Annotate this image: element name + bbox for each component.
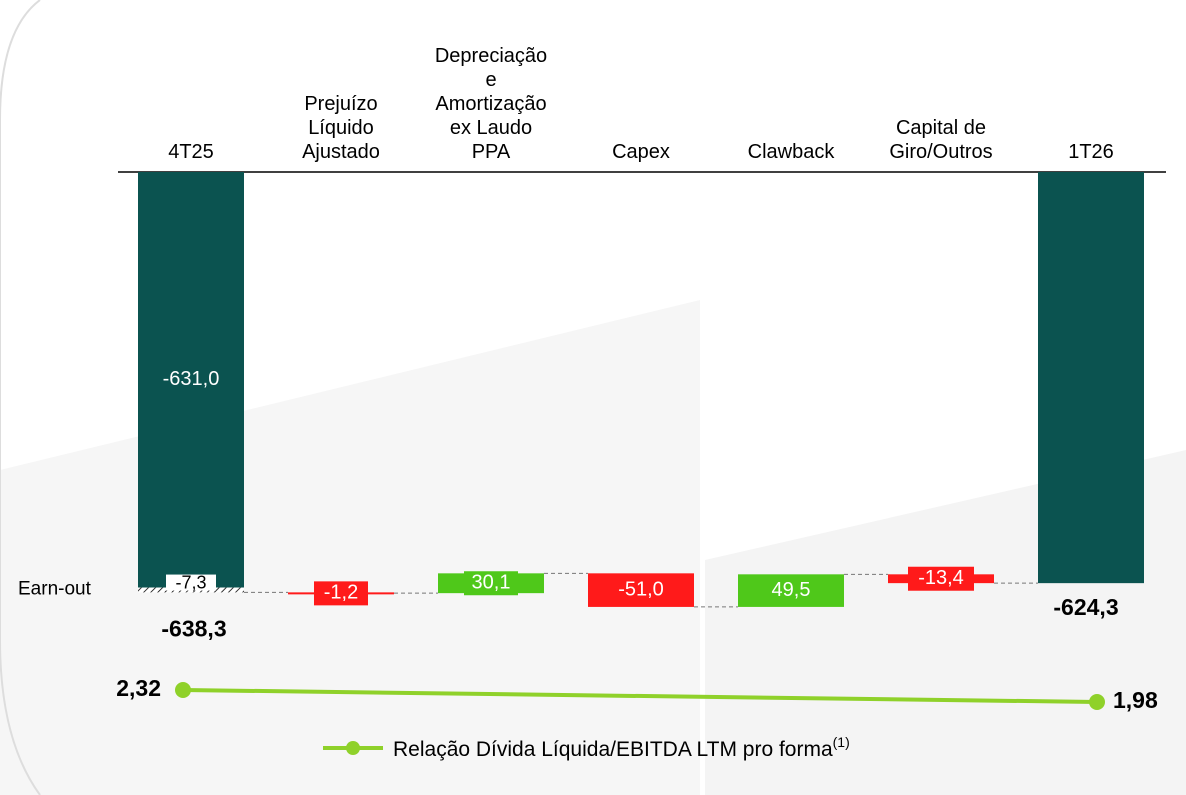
value-label: -7,3	[175, 572, 206, 592]
ratio-line	[182, 688, 1098, 704]
value-label: 30,1	[472, 572, 511, 594]
label-box	[314, 581, 368, 606]
value-label: -13,4	[918, 567, 964, 589]
label-box	[908, 566, 974, 591]
category-label: Capital de Giro/Outros	[889, 117, 993, 163]
value-label: 49,5	[772, 579, 811, 601]
background-shape	[0, 300, 700, 795]
background-border	[0, 0, 41, 795]
category-label: 4T25	[168, 141, 214, 163]
ratio-label: 2,32	[116, 675, 161, 701]
value-label: -631,0	[163, 368, 220, 390]
legend-footnote: (1)	[833, 734, 850, 750]
label-box	[464, 571, 518, 596]
legend-text: Relação Dívida Líquida/EBITDA LTM pro fo…	[393, 734, 850, 761]
category-label: 1T26	[1068, 141, 1114, 163]
category-label: Capex	[612, 141, 670, 163]
closing-bar	[1038, 172, 1144, 584]
legend-label: Relação Dívida Líquida/EBITDA LTM pro fo…	[393, 738, 833, 761]
category-label: Depreciação e Amortização ex Laudo PPA	[434, 45, 548, 163]
value-label: -51,0	[618, 578, 664, 600]
earnout-label: Earn-out	[18, 579, 92, 600]
step-bar	[588, 573, 694, 607]
step-bar	[738, 574, 844, 607]
total-label: -638,3	[161, 615, 226, 641]
category-label: Prejuízo Líquido Ajustado	[302, 93, 380, 163]
total-label: -624,3	[1053, 594, 1118, 620]
category-label: Clawback	[747, 141, 835, 163]
ratio-point	[1089, 694, 1105, 710]
opening-bar	[138, 172, 244, 588]
ratio-label: 1,98	[1113, 687, 1158, 713]
label-box	[166, 574, 216, 591]
value-label: -1,2	[324, 582, 358, 604]
ratio-point	[175, 682, 191, 698]
legend-marker	[346, 741, 360, 755]
